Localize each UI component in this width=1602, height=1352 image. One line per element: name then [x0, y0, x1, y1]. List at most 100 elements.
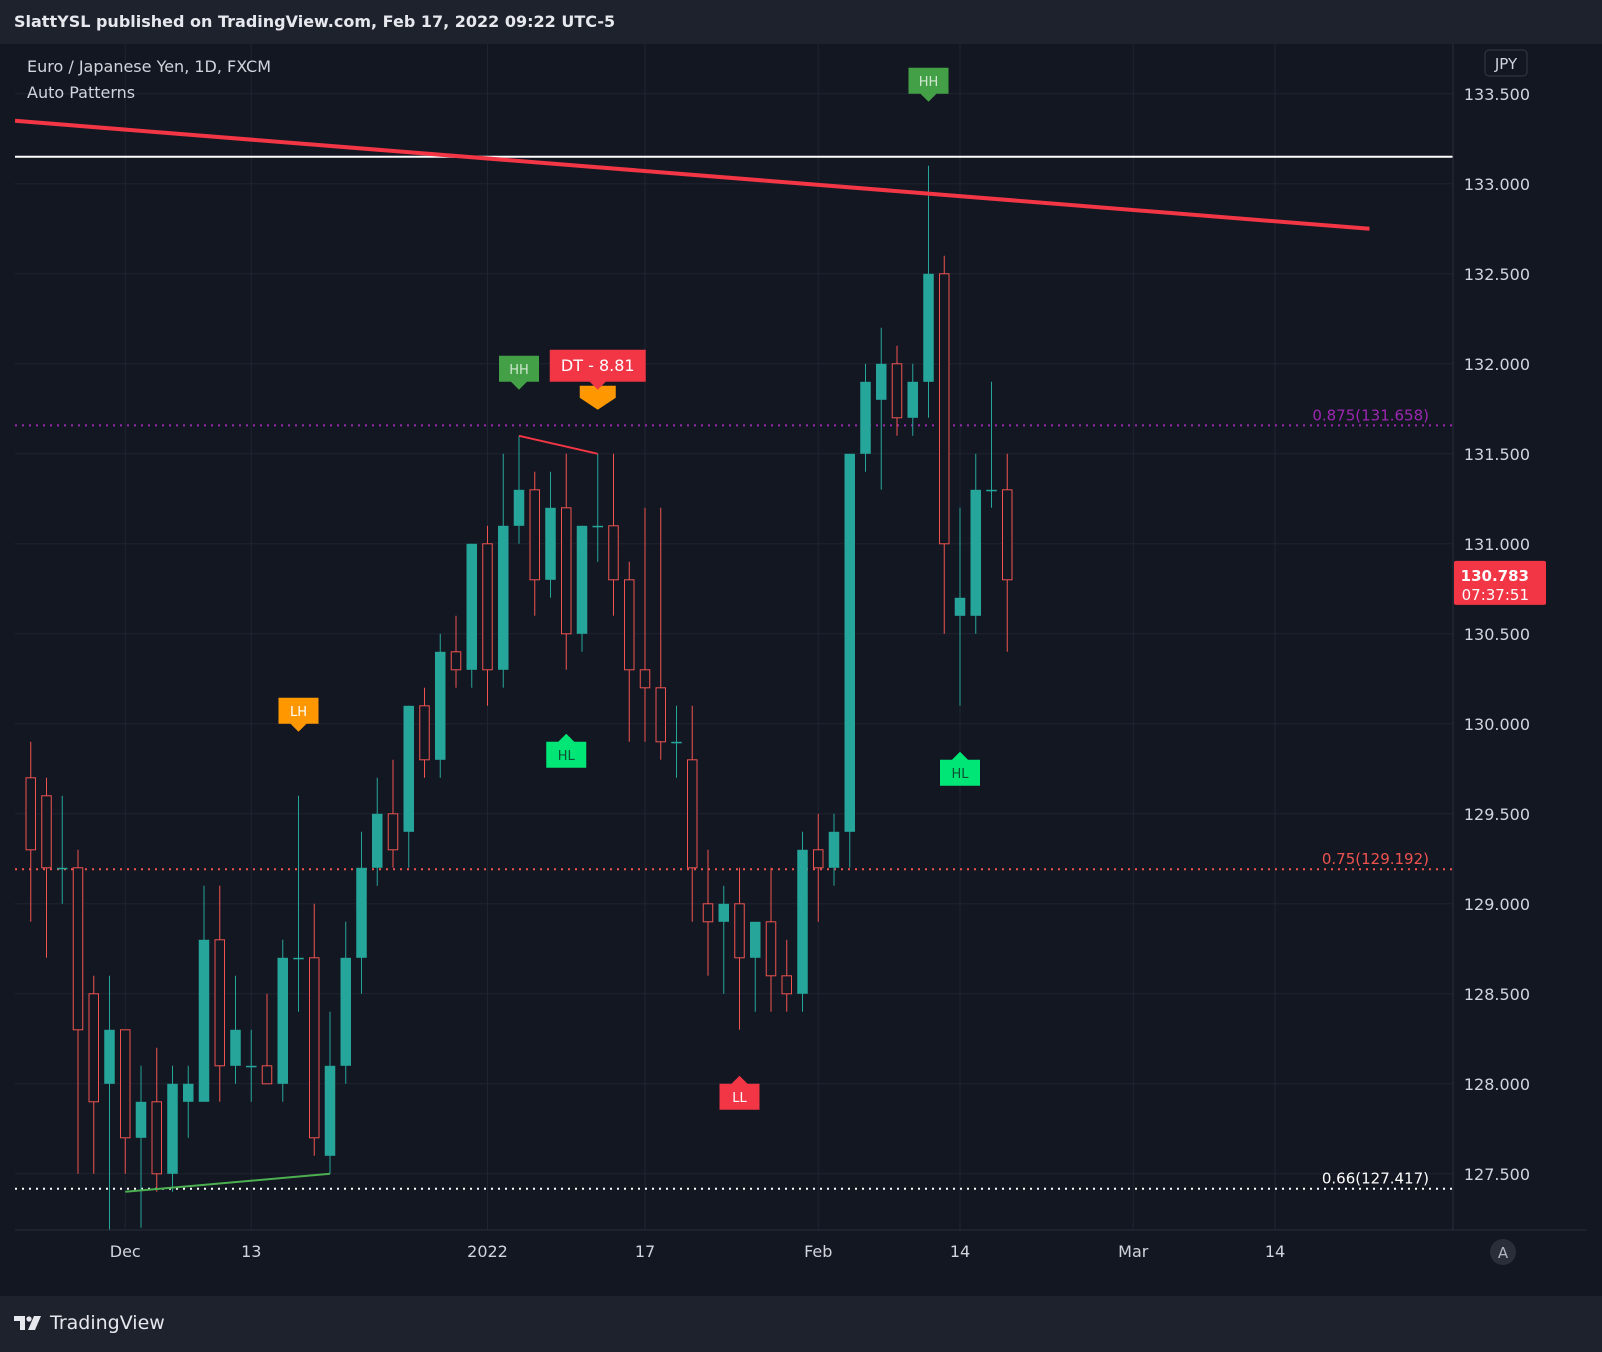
pivot-text: HH	[919, 75, 939, 90]
pivot-text: HH	[509, 363, 529, 378]
candle-body-up	[435, 651, 446, 760]
tradingview-logo[interactable]: TradingView	[14, 1312, 165, 1334]
candle-body-up	[293, 957, 304, 960]
candle-body-up	[466, 543, 477, 670]
candle	[734, 867, 745, 1030]
chart-frame[interactable]: 0.875(131.658) 0.75(129.192) 0.66(127.417)…	[15, 44, 1587, 1296]
candle-body-down	[1002, 489, 1013, 581]
pivot-badge	[908, 67, 949, 102]
tradingview-brand: TradingView	[50, 1312, 165, 1334]
candle-body-down	[387, 813, 399, 851]
axes: 127.500 128.000 128.500 129.000 129.500 130.0…	[15, 44, 1587, 1296]
pivot-badge	[546, 733, 587, 768]
pivot-text: LH	[290, 705, 307, 720]
candle-body-up	[986, 489, 997, 492]
candle	[340, 921, 351, 1084]
candle-body-down	[813, 849, 824, 869]
pivot-underlay	[579, 385, 616, 410]
trendline[interactable]	[15, 118, 1370, 231]
auto-scale-label: A	[1498, 1244, 1509, 1262]
trendline-line[interactable]	[15, 118, 1370, 231]
candle-body-up	[844, 453, 855, 832]
candle	[387, 759, 399, 868]
candle-body-up	[340, 957, 351, 1066]
pivot-text: HL	[558, 749, 576, 764]
auto-scale-circle	[1490, 1239, 1516, 1265]
candle	[655, 507, 666, 760]
candle-body-up	[372, 813, 383, 868]
candle	[907, 363, 918, 436]
pivot-label: HH	[908, 67, 949, 102]
price-tick-label: 133.500	[1464, 85, 1530, 104]
pattern-line	[518, 434, 598, 455]
pivot-badge	[499, 355, 539, 390]
candle-body-up	[167, 1083, 178, 1174]
countdown-label: 07:37:51	[1462, 586, 1529, 604]
candle	[529, 471, 540, 616]
footer: TradingView	[0, 1296, 1602, 1352]
candle-body-up	[230, 1029, 241, 1066]
candle-body-down	[88, 993, 99, 1103]
currency-button[interactable]: JPY	[1484, 49, 1528, 77]
candle-body-up	[198, 939, 210, 1102]
candle-body-down	[734, 903, 745, 959]
candle	[25, 741, 36, 922]
candle-body-up	[970, 489, 981, 616]
price-axis-bg	[1453, 44, 1587, 1296]
candle-body-down	[482, 543, 493, 671]
candle-body-down	[41, 795, 52, 869]
candle	[781, 939, 792, 1012]
pivot-label: HL	[940, 751, 980, 786]
price-tick-label: 130.500	[1464, 625, 1530, 644]
candle	[797, 831, 808, 1012]
candle-body-up	[356, 867, 367, 958]
candle-body-down	[561, 507, 572, 635]
candle	[41, 777, 52, 958]
candles	[25, 165, 1013, 1264]
auto-scale-button[interactable]: A	[1490, 1239, 1516, 1265]
candle	[151, 1047, 162, 1192]
pivot-badge	[719, 1075, 760, 1110]
pattern-line	[125, 1172, 331, 1193]
indicator-name[interactable]: Auto Patterns	[27, 83, 136, 102]
currency-label: JPY	[1494, 55, 1518, 73]
candle	[246, 1029, 257, 1102]
candle-body-down	[702, 903, 714, 923]
publish-header: SlattYSL published on TradingView.com, F…	[0, 0, 1602, 44]
candle	[986, 381, 997, 508]
candle-body-up	[860, 381, 871, 454]
price-tick-label: 129.500	[1464, 805, 1530, 824]
pattern-lines	[125, 434, 598, 1193]
candle	[860, 363, 871, 472]
pivot-label: DT - 8.81	[549, 349, 646, 410]
candle	[513, 435, 525, 544]
candle-body-down	[419, 705, 430, 761]
candle	[608, 453, 619, 616]
candle	[120, 1029, 131, 1174]
candle-body-down	[151, 1101, 162, 1175]
symbol-line[interactable]: Euro / Japanese Yen, 1D, FXCM	[27, 57, 272, 76]
candle	[214, 885, 225, 1102]
candle	[891, 345, 903, 436]
price-tick-label: 132.500	[1464, 265, 1530, 284]
candle-body-up	[513, 489, 525, 526]
price-chart[interactable]: 0.875(131.658) 0.75(129.192) 0.66(127.417)…	[15, 44, 1587, 1296]
time-tick-label: 17	[635, 1242, 655, 1261]
candle-body-down	[309, 957, 320, 1139]
time-tick-label: 13	[241, 1242, 261, 1261]
candle-body-up	[277, 957, 288, 1084]
fib-label: 0.875(131.658)	[1312, 406, 1429, 424]
fib-label: 0.75(129.192)	[1322, 850, 1429, 868]
pivot-label: LH	[278, 697, 319, 732]
candle	[230, 975, 241, 1084]
candle	[372, 777, 383, 886]
price-tick-label: 129.000	[1464, 895, 1530, 914]
time-tick-label: Feb	[804, 1242, 832, 1261]
candle-body-up	[718, 903, 729, 922]
time-tick-label: 2022	[467, 1242, 508, 1261]
time-tick-label: 14	[950, 1242, 970, 1261]
candle-body-up	[671, 741, 682, 744]
candle-body-up	[403, 705, 414, 832]
candle-body-up	[135, 1101, 147, 1138]
